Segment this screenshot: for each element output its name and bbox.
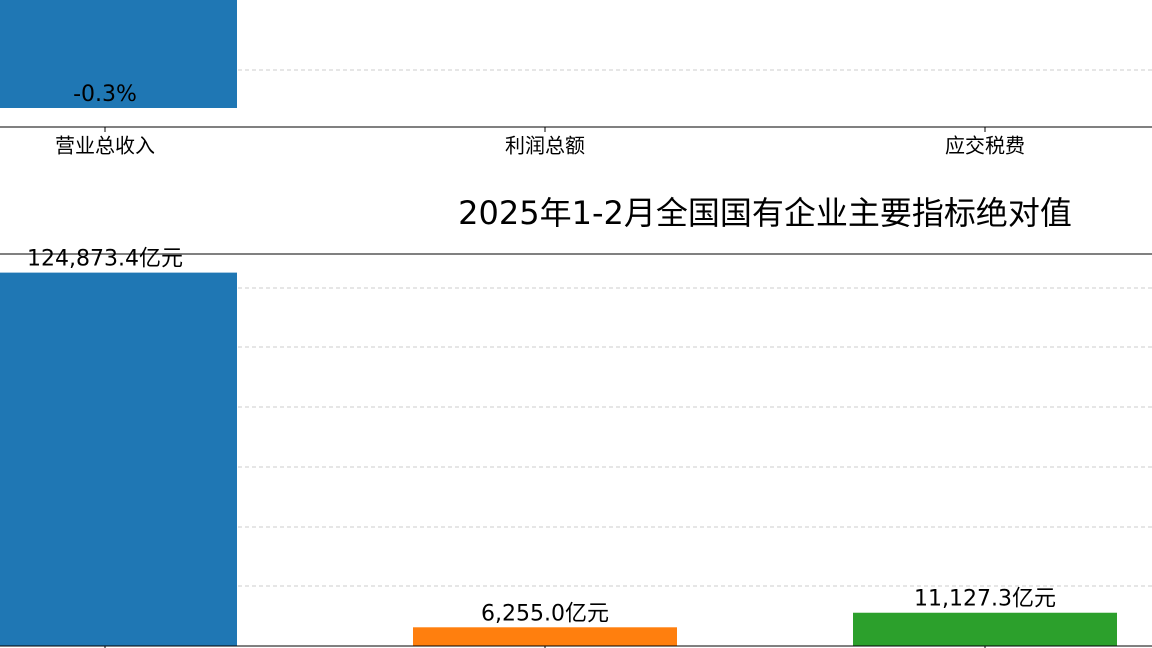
chart-title: 2025年1-2月全国国有企业主要指标绝对值 <box>458 194 1072 232</box>
x-tick-label: 营业总收入 <box>55 134 155 158</box>
data-label: 124,873.4亿元 <box>27 247 183 272</box>
bar <box>853 612 1117 646</box>
bar <box>413 627 677 646</box>
data-label: 11,127.3亿元 <box>914 587 1056 612</box>
x-tick-label: 利润总额 <box>505 134 585 158</box>
x-tick-label: 应交税费 <box>945 134 1025 158</box>
data-label: -0.3% <box>73 82 137 107</box>
bar <box>0 272 237 646</box>
bar <box>0 0 237 108</box>
data-label: 6,255.0亿元 <box>481 601 609 626</box>
